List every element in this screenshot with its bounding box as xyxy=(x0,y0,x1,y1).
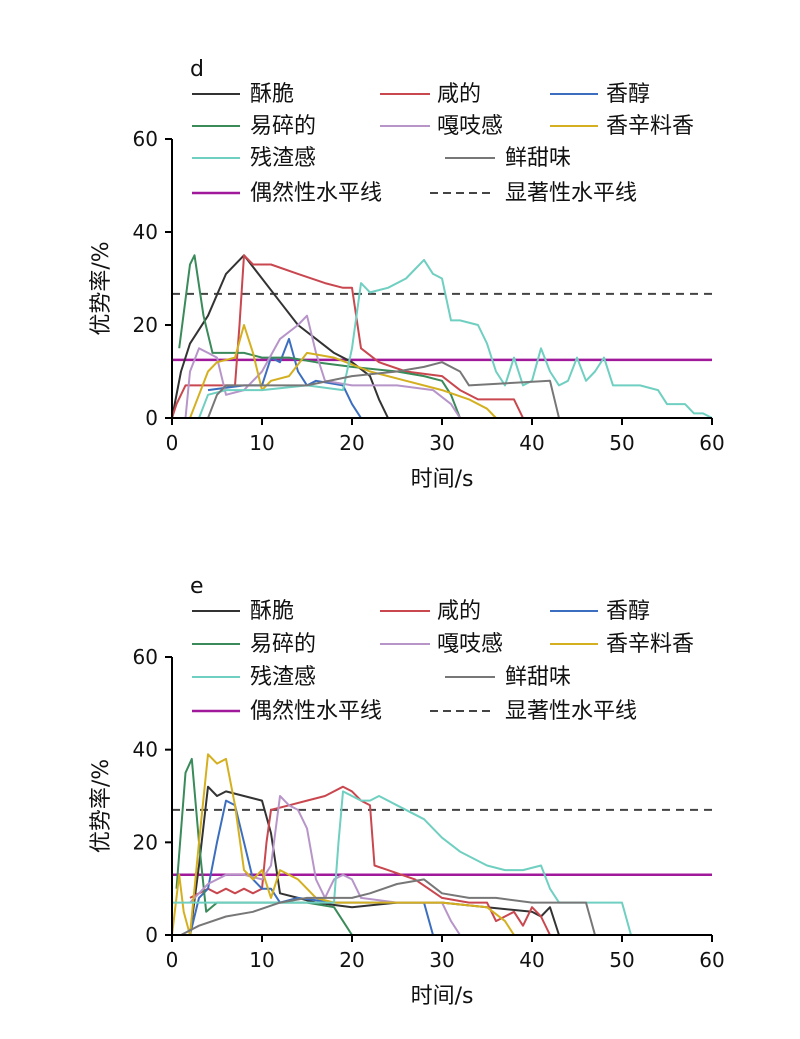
x-tick-label: 60 xyxy=(699,431,724,455)
x-tick-label: 30 xyxy=(429,948,454,972)
x-axis-label: 时间/s xyxy=(411,984,474,1009)
legend-label: 显著性水平线 xyxy=(505,181,637,206)
legend-label: 香辛料香 xyxy=(606,632,694,657)
legend-label: 显著性水平线 xyxy=(505,699,637,724)
series-line xyxy=(189,324,497,419)
legend-label: 易碎的 xyxy=(250,632,316,657)
y-tick-label: 60 xyxy=(133,645,158,669)
series-line xyxy=(171,753,515,936)
legend-label: 鲜甜味 xyxy=(505,146,571,171)
series-line xyxy=(189,799,434,936)
y-tick-label: 40 xyxy=(133,738,158,762)
y-tick-label: 60 xyxy=(133,127,158,151)
legend-label: 香醇 xyxy=(606,599,650,624)
x-axis-label: 时间/s xyxy=(411,467,474,492)
y-tick-label: 0 xyxy=(145,923,158,947)
x-tick-label: 0 xyxy=(166,431,179,455)
x-tick-label: 40 xyxy=(519,948,544,972)
legend-label: 易碎的 xyxy=(250,114,316,139)
series-line xyxy=(172,790,632,936)
x-tick-label: 10 xyxy=(249,948,274,972)
legend-label: 嘎吱感 xyxy=(437,632,503,657)
panel-label: e xyxy=(190,574,204,599)
series-line xyxy=(171,254,524,419)
x-tick-label: 20 xyxy=(339,431,364,455)
series-line xyxy=(178,254,461,419)
legend-label: 偶然性水平线 xyxy=(250,699,382,724)
series-line xyxy=(207,361,560,419)
y-tick-label: 0 xyxy=(145,406,158,430)
panel-label: d xyxy=(190,57,204,82)
legend-label: 香醇 xyxy=(606,82,650,107)
legend-label: 酥脆 xyxy=(250,599,294,624)
series-line xyxy=(181,785,560,936)
series-line xyxy=(184,314,461,419)
x-tick-label: 30 xyxy=(429,431,454,455)
legend-label: 香辛料香 xyxy=(606,114,694,139)
legend-label: 咸的 xyxy=(437,599,481,624)
y-axis-label: 优势率/% xyxy=(89,759,114,853)
y-tick-label: 40 xyxy=(133,220,158,244)
legend-label: 嘎吱感 xyxy=(437,114,503,139)
series-line xyxy=(198,258,713,419)
x-tick-label: 20 xyxy=(339,948,364,972)
y-tick-label: 20 xyxy=(133,830,158,854)
x-tick-label: 10 xyxy=(249,431,274,455)
series-line xyxy=(171,254,389,419)
legend-label: 酥脆 xyxy=(250,82,294,107)
y-tick-label: 20 xyxy=(133,313,158,337)
legend-label: 残渣感 xyxy=(250,146,316,171)
series-line xyxy=(180,878,596,936)
legend-label: 鲜甜味 xyxy=(505,665,571,690)
series-line xyxy=(189,785,551,936)
x-tick-label: 50 xyxy=(609,431,634,455)
x-tick-label: 60 xyxy=(699,948,724,972)
legend-label: 咸的 xyxy=(437,82,481,107)
x-tick-label: 40 xyxy=(519,431,544,455)
x-tick-label: 50 xyxy=(609,948,634,972)
x-tick-label: 0 xyxy=(166,948,179,972)
legend-label: 残渣感 xyxy=(250,665,316,690)
y-axis-label: 优势率/% xyxy=(89,241,114,335)
legend-label: 偶然性水平线 xyxy=(250,181,382,206)
